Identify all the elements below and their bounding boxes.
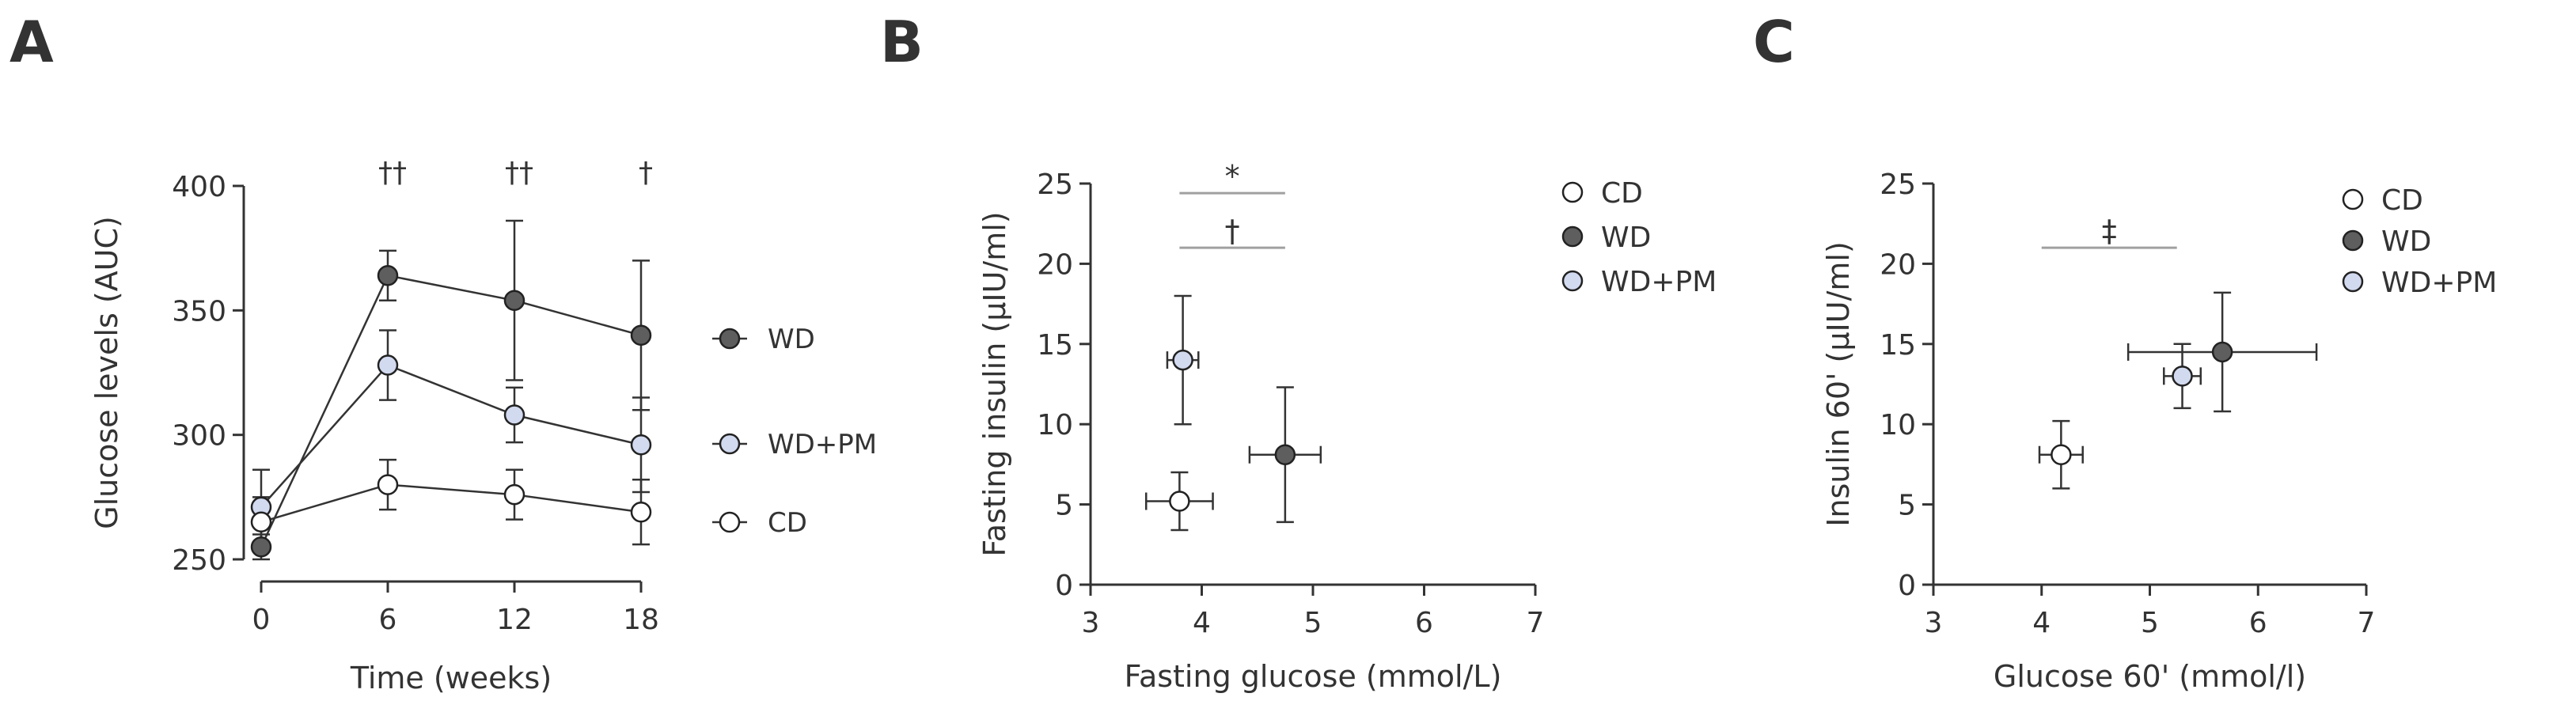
data-point-wd (250, 536, 272, 558)
legend-label: WD (768, 324, 815, 355)
x-tick-label: 5 (2141, 607, 2159, 639)
data-point-cd (503, 483, 525, 506)
data-point-cd (250, 511, 272, 533)
legend-label: WD+PM (1601, 266, 1717, 298)
x-tick-label: 6 (2249, 607, 2267, 639)
legend-label: WD+PM (2381, 267, 2497, 299)
panel-letter: B (880, 9, 924, 75)
data-point-cd (1169, 491, 1190, 512)
legend-label: WD (1601, 222, 1651, 254)
y-tick-label: 350 (172, 295, 226, 328)
y-tick-label: 25 (1880, 169, 1916, 201)
legend-label: WD+PM (768, 429, 877, 460)
data-point-cd (377, 474, 399, 495)
x-tick-label: 18 (623, 604, 659, 636)
series-line-wd (260, 274, 642, 547)
legend-marker (1561, 225, 1584, 248)
y-tick-label: 5 (1055, 490, 1073, 522)
data-point-wd (2211, 341, 2233, 363)
x-axis-label: Time (weeks) (350, 661, 552, 695)
x-tick-label: 5 (1304, 607, 1322, 639)
legend-label: WD (2381, 225, 2431, 258)
panel-a: A 250 300 350 400 0 6 12 18 Time (weeks) Glucose l… (9, 9, 877, 695)
legend-label: CD (1601, 177, 1643, 210)
x-tick-label: 3 (1082, 607, 1100, 639)
legend-marker (1561, 181, 1584, 203)
data-point-wd-pm (377, 354, 399, 376)
y-tick-label: 0 (1898, 570, 1916, 602)
data-point-cd (2051, 444, 2072, 465)
y-tick-label: 15 (1037, 329, 1073, 362)
legend-label: CD (768, 507, 807, 539)
data-point-wd-pm (503, 404, 525, 426)
legend-marker (1561, 270, 1584, 292)
y-tick-label: 300 (172, 420, 226, 453)
x-tick-label: 0 (252, 604, 271, 636)
data-point-wd (503, 290, 525, 311)
legend-marker (2342, 188, 2364, 210)
y-tick-label: 10 (1880, 409, 1916, 441)
x-tick-label: 4 (2032, 607, 2051, 639)
y-axis-label: Glucose levels (AUC) (89, 216, 124, 529)
x-tick-label: 7 (2358, 607, 2376, 639)
series-line-wd-pm (260, 364, 642, 508)
x-axis-label: Fasting glucose (mmol/L) (1125, 659, 1502, 694)
series-line-cd (260, 483, 642, 523)
data-point-cd (630, 501, 652, 523)
legend-label: CD (2381, 184, 2423, 217)
significance-marker: ‡ (2102, 214, 2117, 248)
y-tick-label: 250 (172, 544, 226, 577)
panel-letter: C (1753, 9, 1795, 75)
data-point-wd (377, 265, 399, 286)
data-point-wd-pm (630, 434, 652, 456)
x-tick-label: 12 (496, 604, 533, 636)
significance-marker: †† (378, 157, 407, 189)
data-point-wd (630, 324, 652, 347)
legend-marker (719, 433, 741, 455)
y-tick-label: 10 (1037, 409, 1073, 441)
legend-marker (719, 328, 741, 350)
x-tick-label: 3 (1925, 607, 1943, 639)
legend-marker (719, 511, 741, 533)
significance-marker: † (1225, 214, 1240, 248)
data-point-wd-pm (1172, 349, 1193, 371)
y-axis-label: Fasting insulin (μIU/ml) (977, 211, 1012, 556)
panel-b: B 0 5 10 15 20 25 3 4 5 6 7 Fasting glucose (mmol/L)… (880, 9, 1717, 694)
y-tick-label: 15 (1880, 329, 1916, 362)
panel-c: C 0 5 10 15 20 25 3 4 5 6 7 Glucose 60' (mmol/l) Insu… (1753, 9, 2497, 694)
panel-letter: A (9, 9, 54, 75)
x-tick-label: 6 (1415, 607, 1433, 639)
significance-marker: * (1225, 159, 1240, 194)
legend-marker (2342, 271, 2364, 293)
x-tick-label: 7 (1527, 607, 1545, 639)
y-axis-label: Insulin 60' (μIU/ml) (1821, 241, 1856, 527)
y-tick-label: 0 (1055, 570, 1073, 602)
x-tick-label: 4 (1193, 607, 1211, 639)
x-axis-label: Glucose 60' (mmol/l) (1994, 659, 2306, 694)
y-tick-label: 20 (1880, 248, 1916, 281)
x-tick-label: 6 (379, 604, 397, 636)
y-tick-label: 5 (1898, 490, 1916, 522)
legend-marker (2342, 229, 2364, 252)
y-tick-label: 400 (172, 171, 226, 203)
y-tick-label: 25 (1037, 169, 1073, 201)
significance-marker: †† (505, 157, 533, 189)
data-point-wd-pm (2172, 366, 2193, 387)
data-point-wd (1274, 444, 1296, 465)
y-tick-label: 20 (1037, 248, 1073, 281)
significance-marker: † (639, 157, 653, 189)
